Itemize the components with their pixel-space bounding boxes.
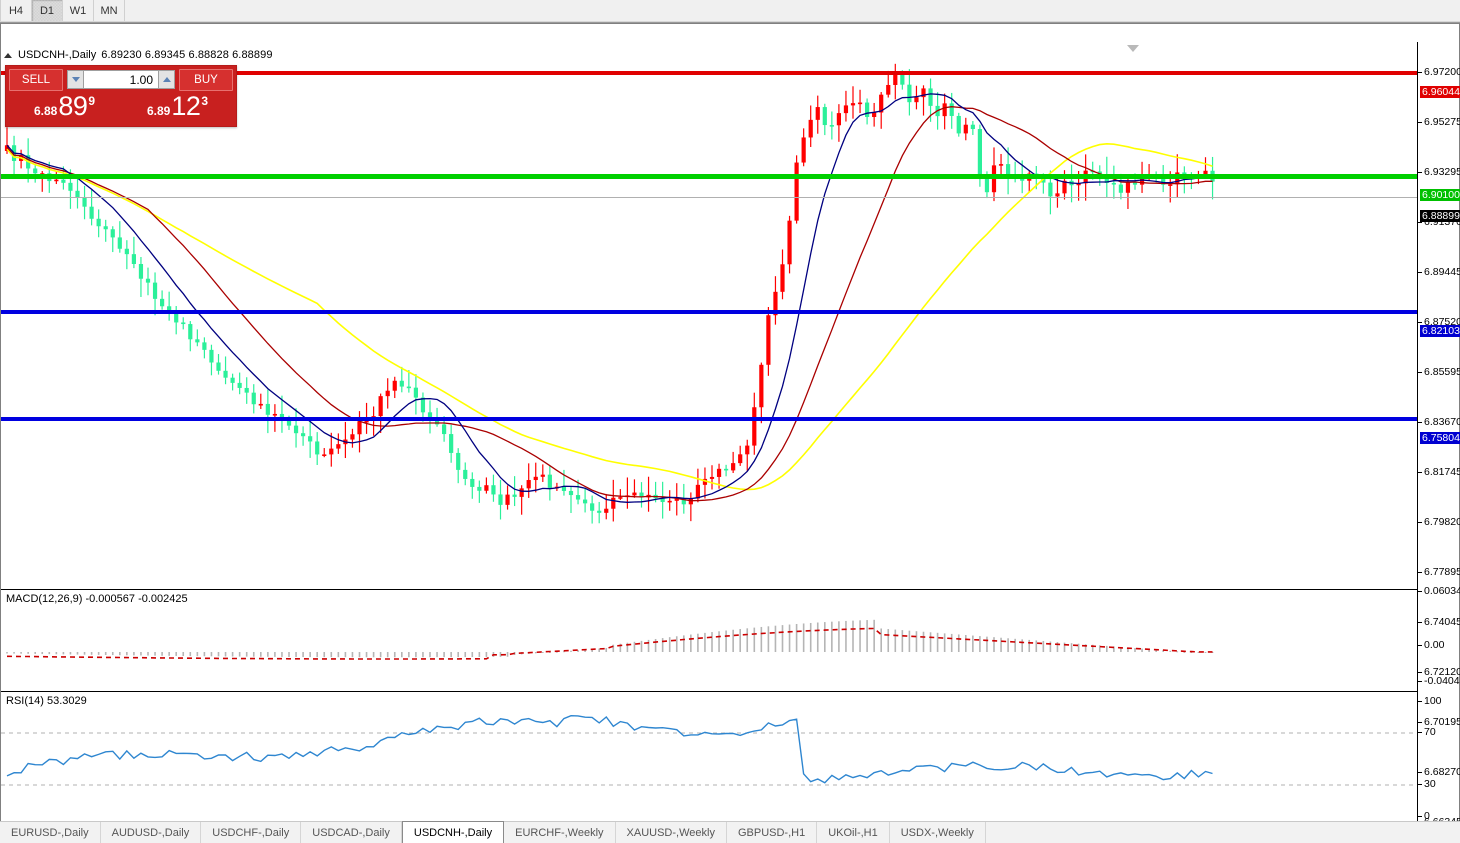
buy-price-sup: 3: [201, 94, 209, 108]
volume-input[interactable]: 1.00: [84, 70, 158, 89]
macd-label: MACD(12,26,9) -0.000567 -0.002425: [6, 593, 188, 605]
level-line-blue-upper[interactable]: [1, 310, 1417, 314]
rsi-chart-svg: [1, 714, 1417, 786]
symbol-period-label: USDCNH-,Daily: [18, 49, 97, 61]
chart-tab[interactable]: USDX-,Weekly: [890, 822, 986, 843]
sell-price-sup: 9: [88, 94, 96, 108]
price-tag-black: 6.88899: [1420, 210, 1460, 222]
rsi-tick: 30: [1418, 778, 1436, 790]
price-tag-red: 6.96044: [1420, 86, 1460, 98]
buy-button[interactable]: BUY: [179, 68, 233, 91]
volume-decrease-button[interactable]: [67, 70, 84, 89]
volume-increase-button[interactable]: [158, 70, 175, 89]
price-scale[interactable]: 6.97200 6.95275 6.93295 6.91370 6.89445 6.875…: [1417, 42, 1460, 828]
timeframe-toolbar[interactable]: H4 D1 W1 MN: [0, 0, 1460, 22]
volume-stepper[interactable]: 1.00: [67, 69, 175, 90]
price-tick: 6.70195: [1418, 716, 1460, 728]
macd-histogram: [6, 619, 1214, 658]
toolbar-spacer: [125, 0, 1460, 21]
macd-pane[interactable]: MACD(12,26,9) -0.000567 -0.002425: [1, 589, 1417, 690]
price-tag-blue: 6.82103: [1420, 325, 1460, 337]
chart-tab[interactable]: EURCHF-,Weekly: [504, 822, 616, 843]
chart-tab[interactable]: USDCHF-,Daily: [201, 822, 302, 843]
rsi-tick: 70: [1418, 726, 1436, 738]
sell-button[interactable]: SELL: [9, 68, 63, 91]
price-tick: 6.95275: [1418, 116, 1460, 128]
buy-price-prefix: 6.89: [146, 104, 171, 118]
chart-tab[interactable]: GBPUSD-,H1: [727, 822, 818, 843]
one-click-trading-panel[interactable]: SELL 1.00 BUY 6.88 89 9 6.89 12 3: [5, 65, 237, 127]
price-tick: 6.81745: [1418, 466, 1460, 478]
chevron-down-icon[interactable]: [1127, 45, 1139, 52]
price-tick: 6.79820: [1418, 516, 1460, 528]
sell-price-prefix: 6.88: [33, 104, 58, 118]
price-tick: 6.77895: [1418, 566, 1460, 578]
ma-blue-line: [6, 93, 1213, 503]
chart-tab[interactable]: UKOil-,H1: [817, 822, 890, 843]
price-tag-green: 6.90100: [1420, 189, 1460, 201]
ma-yellow-line: [6, 142, 1213, 491]
price-pane[interactable]: [1, 42, 1417, 587]
support-line-green[interactable]: [1, 174, 1417, 179]
triangle-up-icon: [4, 52, 12, 58]
buy-price[interactable]: 6.89 12 3: [122, 91, 233, 121]
macd-signal-line: [6, 627, 1213, 660]
price-tick: 6.72120: [1418, 666, 1460, 678]
macd-tick: -0.040415: [1418, 675, 1460, 687]
price-tick: 6.85595: [1418, 366, 1460, 378]
chart-tab[interactable]: XAUUSD-,Weekly: [616, 822, 727, 843]
sell-price-big: 89: [58, 91, 88, 121]
rsi-tick: 0: [1418, 810, 1430, 822]
price-tag-blue: 6.75804: [1420, 432, 1460, 444]
price-tick: 6.89445: [1418, 266, 1460, 278]
resistance-line-red[interactable]: [1, 71, 1417, 75]
price-chart-svg: [4, 63, 1215, 524]
timeframe-w1[interactable]: W1: [63, 0, 94, 21]
oct-top-row: SELL 1.00 BUY: [6, 66, 236, 91]
price-tick: 6.83670: [1418, 416, 1460, 428]
timeframe-d1[interactable]: D1: [32, 0, 63, 21]
sell-price[interactable]: 6.88 89 9: [9, 91, 120, 121]
candlestick-series: [4, 63, 1215, 524]
timeframe-mn[interactable]: MN: [94, 0, 125, 21]
level-line-blue-lower[interactable]: [1, 417, 1417, 421]
macd-tick: 0.060342: [1418, 585, 1460, 597]
chart-window[interactable]: USDCNH-,Daily 6.89230 6.89345 6.88828 6.…: [0, 22, 1460, 843]
current-price-line: [1, 197, 1417, 198]
price-tick: 6.74045: [1418, 616, 1460, 628]
price-tick: 6.68270: [1418, 766, 1460, 778]
macd-chart-svg: [6, 619, 1214, 660]
price-tick: 6.97200: [1418, 66, 1460, 78]
chart-tab[interactable]: EURUSD-,Daily: [0, 822, 101, 843]
macd-tick: 0.00: [1418, 639, 1444, 651]
oct-price-row: 6.88 89 9 6.89 12 3: [6, 91, 236, 124]
rsi-line: [6, 714, 1213, 784]
chart-tab[interactable]: AUDUSD-,Daily: [101, 822, 202, 843]
ma-darkred-line: [6, 106, 1213, 502]
ohlc-values: 6.89230 6.89345 6.88828 6.88899: [101, 49, 273, 61]
rsi-pane[interactable]: RSI(14) 53.3029: [1, 691, 1417, 824]
chart-tab-active[interactable]: USDCNH-,Daily: [401, 821, 505, 843]
timeframe-h4[interactable]: H4: [0, 0, 32, 21]
rsi-tick: 100: [1418, 695, 1442, 707]
chart-tab-strip[interactable]: EURUSD-,Daily AUDUSD-,Daily USDCHF-,Daily U…: [0, 821, 1460, 843]
price-tick: 6.93295: [1418, 166, 1460, 178]
rsi-label: RSI(14) 53.3029: [6, 695, 87, 707]
buy-price-big: 12: [171, 91, 201, 121]
chart-title-row: USDCNH-,Daily 6.89230 6.89345 6.88828 6.…: [4, 49, 273, 61]
chart-tab[interactable]: USDCAD-,Daily: [301, 822, 402, 843]
